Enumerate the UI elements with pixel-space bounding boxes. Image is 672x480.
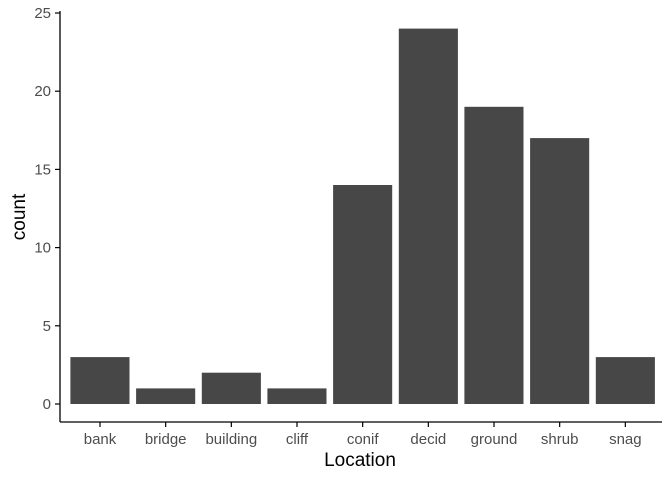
x-tick-label: cliff [286,431,309,448]
y-axis: 0 5 10 15 20 25 [34,5,61,422]
y-tick-label: 5 [43,318,51,335]
bars-group [70,28,655,405]
y-tick-label: 20 [34,83,51,100]
y-axis-title: count [9,193,30,240]
x-tick-label: conif [347,431,380,448]
bar-bank [70,357,130,404]
y-tick-label: 15 [34,161,51,178]
x-tick-label: building [205,431,257,448]
x-tick-label: bank [84,431,117,448]
y-tick-label: 25 [34,5,51,22]
x-tick-label: decid [410,431,446,448]
y-tick-label: 0 [43,396,51,413]
y-ticks: 0 5 10 15 20 25 [34,5,60,413]
bar-shrub [530,138,590,404]
bar-snag [595,357,655,404]
bar-building [201,372,261,404]
bar-conif [333,185,393,404]
x-tick-label: snag [609,431,642,448]
y-tick-label: 10 [34,240,51,257]
x-tick-label: bridge [145,431,187,448]
bar-bridge [136,388,196,404]
x-tick-label: shrub [541,431,579,448]
bar-ground [464,106,524,405]
x-ticks: bank bridge building cliff conif decid ground s… [84,422,642,448]
bar-cliff [267,388,327,404]
x-axis-title: Location [324,450,396,471]
x-tick-label: ground [471,431,518,448]
x-axis: bank bridge building cliff conif decid ground s… [60,421,662,448]
bar-decid [398,28,458,404]
